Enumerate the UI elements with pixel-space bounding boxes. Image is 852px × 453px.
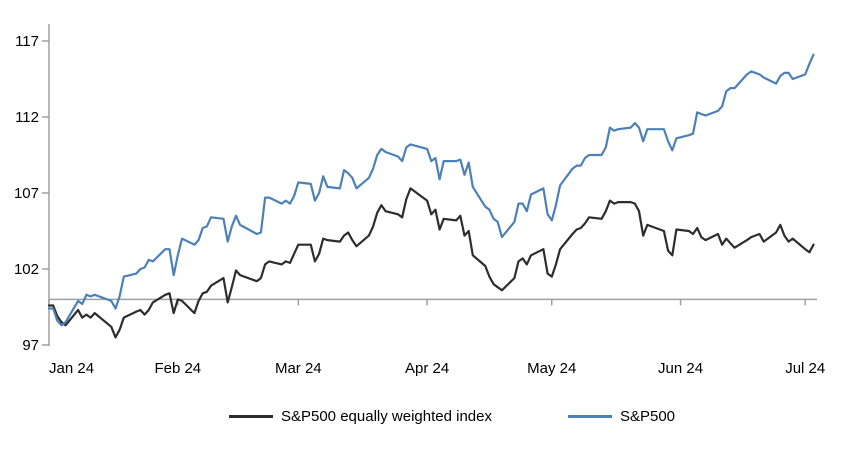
sp500-line-swatch bbox=[567, 415, 612, 418]
chart-legend: S&P500 equally weighted index S&P500 bbox=[0, 408, 852, 425]
y-tick-label: 97 bbox=[22, 337, 39, 354]
legend-label-sp500: S&P500 bbox=[619, 408, 676, 425]
legend-label-equal-weight: S&P500 equally weighted index bbox=[280, 408, 492, 425]
series-line-equal-weight bbox=[47, 187, 815, 339]
x-tick-label: Jun 24 bbox=[658, 360, 703, 377]
series-line-sp500 bbox=[47, 53, 815, 327]
legend-item-equal-weight: S&P500 equally weighted index bbox=[228, 408, 492, 425]
y-tick-label: 102 bbox=[14, 261, 39, 278]
x-axis: Jan 24 Feb 24 Mar 24 Apr 24 May 24 Jun 24 Jul … bbox=[48, 298, 825, 377]
x-tick-label: May 24 bbox=[527, 360, 576, 377]
x-tick-label: Jan 24 bbox=[49, 360, 94, 377]
y-tick-label: 117 bbox=[15, 33, 39, 50]
y-tick-label: 107 bbox=[14, 185, 39, 202]
x-tick-label: Apr 24 bbox=[405, 360, 449, 377]
x-tick-label: Jul 24 bbox=[785, 360, 825, 377]
x-tick-label: Feb 24 bbox=[154, 360, 201, 377]
legend-item-sp500: S&P500 bbox=[567, 408, 676, 425]
line-chart: 97 102 107 112 117 Jan 24 Feb 24 Mar 24 Apr 24 M… bbox=[14, 24, 825, 377]
x-tick-label: Mar 24 bbox=[275, 360, 322, 377]
series-lines bbox=[47, 53, 815, 339]
y-tick-label: 112 bbox=[15, 109, 39, 126]
equal-weight-line-swatch bbox=[228, 415, 273, 418]
y-axis: 97 102 107 112 117 bbox=[14, 24, 50, 354]
